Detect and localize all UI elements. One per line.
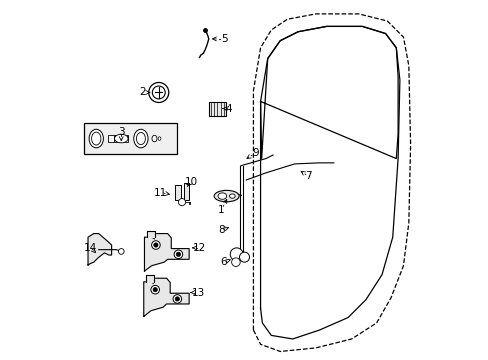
Text: 4: 4: [224, 104, 231, 113]
Circle shape: [176, 252, 180, 256]
Ellipse shape: [229, 194, 235, 198]
Text: 11: 11: [154, 188, 167, 198]
Bar: [208, 102, 225, 116]
Ellipse shape: [91, 132, 101, 145]
Ellipse shape: [152, 135, 157, 142]
Ellipse shape: [218, 193, 226, 199]
Text: 14: 14: [84, 243, 97, 253]
Text: 5: 5: [221, 34, 228, 44]
Bar: [114, 136, 128, 139]
Circle shape: [152, 86, 165, 99]
Circle shape: [153, 288, 157, 292]
Circle shape: [178, 199, 185, 206]
Text: 9: 9: [251, 148, 258, 158]
Polygon shape: [144, 234, 189, 271]
Text: 7: 7: [305, 171, 311, 181]
Circle shape: [173, 295, 181, 303]
Polygon shape: [146, 275, 154, 282]
Bar: [175, 185, 181, 200]
Text: 6: 6: [219, 257, 226, 267]
Text: 8: 8: [218, 225, 224, 235]
Bar: [184, 183, 189, 200]
Ellipse shape: [214, 190, 239, 202]
Circle shape: [239, 252, 249, 262]
Ellipse shape: [134, 129, 148, 148]
Circle shape: [118, 249, 124, 254]
Text: 13: 13: [191, 288, 204, 297]
Circle shape: [151, 241, 160, 249]
Circle shape: [174, 250, 183, 258]
Bar: [114, 135, 128, 142]
Circle shape: [231, 258, 240, 266]
Circle shape: [151, 285, 159, 294]
Circle shape: [175, 297, 179, 301]
Text: 12: 12: [193, 243, 206, 253]
Circle shape: [148, 82, 168, 103]
Text: 2: 2: [139, 87, 146, 98]
Text: 3: 3: [118, 127, 124, 137]
Text: 1: 1: [218, 205, 224, 215]
Circle shape: [153, 243, 158, 247]
Ellipse shape: [89, 129, 103, 148]
Bar: [108, 135, 114, 143]
Ellipse shape: [114, 134, 128, 143]
Ellipse shape: [136, 132, 145, 145]
Text: 10: 10: [184, 177, 197, 187]
Polygon shape: [143, 278, 189, 316]
Bar: [83, 123, 176, 154]
Ellipse shape: [158, 137, 161, 140]
Polygon shape: [147, 231, 155, 237]
Polygon shape: [88, 234, 111, 265]
Circle shape: [230, 248, 243, 261]
